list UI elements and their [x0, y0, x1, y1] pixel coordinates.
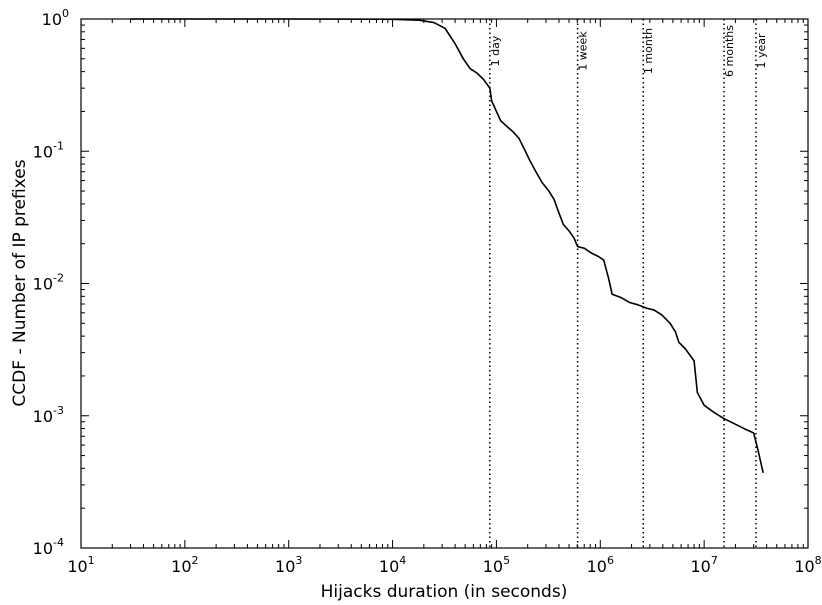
y-axis-label: CCDF - Number of IP prefixes — [10, 159, 30, 406]
x-tick-labels: 101 102 103 104 105 106 107 108 — [67, 554, 821, 576]
reference-line-label: 1 week — [577, 31, 590, 71]
reference-line-label: 1 day — [489, 35, 502, 66]
reference-line-label: 1 month — [642, 28, 655, 74]
plot-frame — [80, 18, 809, 549]
x-tick-label: 104 — [379, 554, 406, 576]
minor-ticks — [81, 19, 808, 548]
x-tick-label: 107 — [690, 554, 717, 576]
plot-area: 1 day 1 week 1 month 6 months 1 year — [80, 18, 809, 549]
x-tick-label: 106 — [587, 554, 614, 576]
reference-line-label: 1 year — [755, 33, 768, 69]
y-tick-labels: 100 10-1 10-2 10-3 10-4 — [33, 7, 69, 558]
series-group — [130, 18, 764, 474]
y-tick-label: 10-3 — [33, 404, 64, 426]
reference-lines: 1 day 1 week 1 month 6 months 1 year — [489, 19, 768, 548]
x-tick-label: 103 — [275, 554, 302, 576]
y-tick-label: 10-1 — [33, 139, 64, 161]
reference-line-label: 6 months — [723, 25, 736, 77]
x-axis-label: Hijacks duration (in seconds) — [321, 582, 568, 602]
y-tick-label: 10-2 — [33, 272, 64, 294]
y-tick-label: 100 — [42, 7, 69, 29]
x-tick-label: 101 — [67, 554, 94, 576]
x-tick-label: 108 — [794, 554, 821, 576]
x-tick-label: 102 — [171, 554, 198, 576]
ccdf-series-line — [130, 18, 764, 474]
major-ticks — [80, 18, 809, 549]
y-tick-label: 10-4 — [33, 536, 64, 558]
x-tick-label: 105 — [483, 554, 510, 576]
